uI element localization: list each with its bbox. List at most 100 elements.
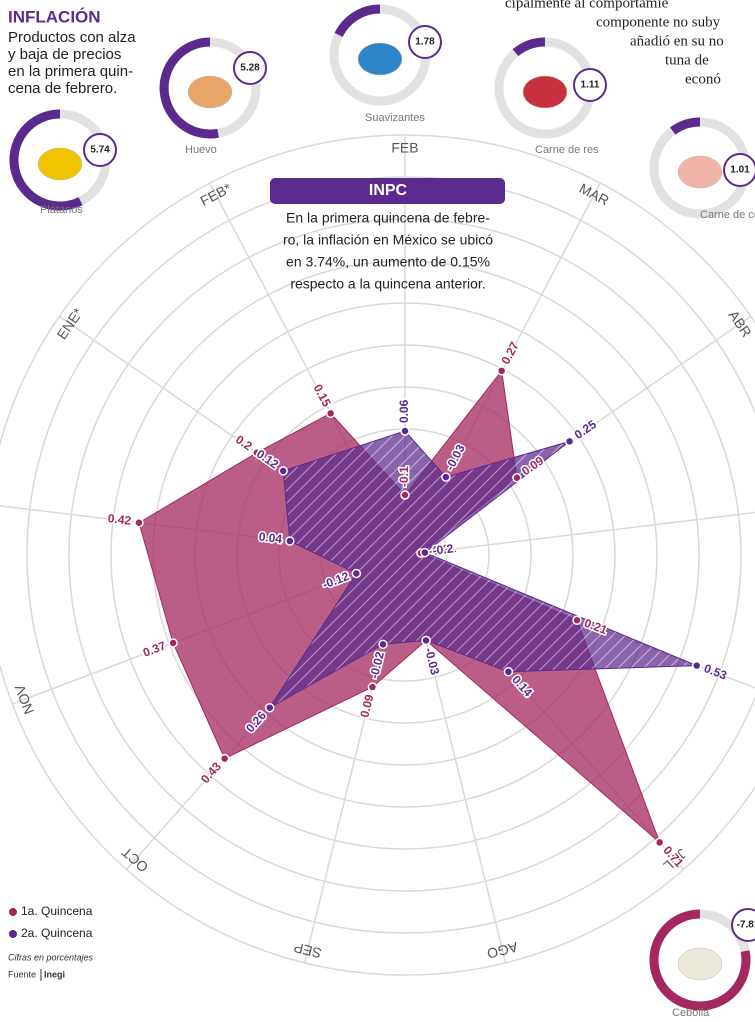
source-label: Fuente [8, 969, 36, 979]
product-arc [159, 37, 219, 139]
legend-dot [9, 930, 17, 938]
inpc-text: En la primera quincena de febre-ro, la i… [283, 210, 493, 292]
axis-label: FEB [391, 140, 418, 156]
intro-text: cipalmente al comportamie componente no s… [505, 0, 724, 87]
value-badge [573, 68, 607, 102]
radar-plot: -0.10.270.09-0.210.210.71-0.030.090.430.… [106, 338, 731, 872]
value-badge [83, 133, 117, 167]
units-note: Cifras en porcentajes [8, 952, 94, 962]
title: INFLACIÓN [8, 7, 101, 26]
product-arc [670, 117, 701, 135]
inpc-line: ro, la inflación en México se ubicó [283, 232, 493, 248]
inpc-title: INPC [369, 182, 408, 199]
product-label: Cebolla [672, 1007, 710, 1019]
data-point [503, 667, 514, 677]
product-arc [334, 4, 381, 38]
data-label: 0.27 [498, 339, 521, 366]
data-label: -0.1 [397, 466, 411, 487]
data-point [219, 753, 230, 764]
product-icon [677, 155, 723, 189]
data-label: 0.2 [233, 432, 255, 453]
value-badge [408, 25, 442, 59]
intro-line: econó [685, 71, 721, 87]
data-point [654, 837, 665, 848]
data-point [512, 472, 522, 483]
axis-label: SEP [292, 939, 323, 961]
product-value: 1.01 [730, 165, 750, 176]
data-point [367, 682, 378, 692]
value-badge [723, 153, 755, 187]
data-point [496, 366, 507, 376]
legend-label: 2a. Quincena [21, 926, 93, 940]
data-label: 0.04 [258, 529, 283, 546]
data-point [285, 536, 295, 546]
intro-line: componente no suby [596, 14, 721, 30]
data-point [400, 490, 410, 500]
product-label: Huevo [185, 144, 217, 156]
inpc-line: en 3.74%, un aumento de 0.15% [286, 254, 490, 270]
data-label: 0.25 [572, 417, 599, 442]
description-line: en la primera quin- [8, 63, 133, 80]
product-value: 1.78 [415, 37, 435, 48]
value-badge [731, 908, 755, 942]
data-point [400, 426, 410, 436]
legend-label: 1a. Quincena [21, 904, 93, 918]
description-line: Productos con alza [8, 29, 136, 46]
intro-line: añadió en su no [630, 33, 724, 49]
product-value: 5.28 [240, 63, 260, 74]
inpc-line: respecto a la quincena anterior. [290, 276, 485, 292]
data-label: 0.42 [107, 511, 132, 528]
axis-label: MAR [577, 180, 612, 209]
inpc-banner [270, 178, 505, 204]
spoke [404, 511, 755, 556]
data-point [421, 635, 431, 646]
data-point [168, 638, 178, 648]
intro-line: cipalmente al comportamie [505, 0, 669, 11]
axis-label: ENE* [53, 305, 86, 343]
intro-line: tuna de [665, 52, 709, 68]
product-arc [649, 909, 751, 1011]
data-point [252, 447, 262, 458]
products: 5.74 Plátanos 5.28 Huevo 1.78 Suavizantes 1.11… [9, 4, 755, 1019]
product-icon [677, 947, 723, 981]
product-label: Carne de res [535, 144, 599, 156]
data-label: 0.53 [702, 661, 729, 682]
data-label: -0.03 [422, 646, 442, 676]
data-label: 0.37 [141, 638, 168, 659]
product-icon [357, 42, 403, 76]
data-point [325, 408, 336, 419]
axis-label: AGO [485, 939, 519, 962]
data-point [691, 660, 702, 671]
description-line: y baja de precios [8, 46, 121, 63]
data-point [420, 547, 430, 558]
data-point [564, 436, 575, 447]
data-point [278, 466, 288, 476]
data-label: -0.2 [432, 541, 455, 557]
data-label: -0.21 [428, 541, 457, 558]
product-icon [187, 75, 233, 109]
data-label: 0.09 [357, 693, 376, 719]
product-label: Carne de cerdo [700, 209, 755, 221]
data-point [378, 639, 388, 650]
description-line: cena de febrero. [8, 80, 117, 97]
product-icon [37, 147, 83, 181]
data-label: 0.06 [397, 399, 411, 423]
data-point [572, 615, 582, 625]
product-icon [522, 75, 568, 109]
product-label: Plátanos [40, 204, 83, 216]
data-point [351, 568, 362, 579]
product-label: Suavizantes [365, 112, 425, 124]
product-arc [512, 37, 546, 57]
product-value: 1.11 [581, 80, 600, 91]
product-value: 5.74 [90, 145, 110, 156]
inpc-line: En la primera quincena de febre- [286, 210, 490, 226]
legend-dot [9, 908, 17, 916]
legend: 1a. Quincena 2a. Quincena [9, 904, 93, 940]
data-point [134, 517, 144, 528]
value-badge [233, 51, 267, 85]
data-label: 0.15 [311, 382, 334, 409]
data-point [264, 702, 275, 713]
axis-label: ABR [725, 307, 755, 340]
